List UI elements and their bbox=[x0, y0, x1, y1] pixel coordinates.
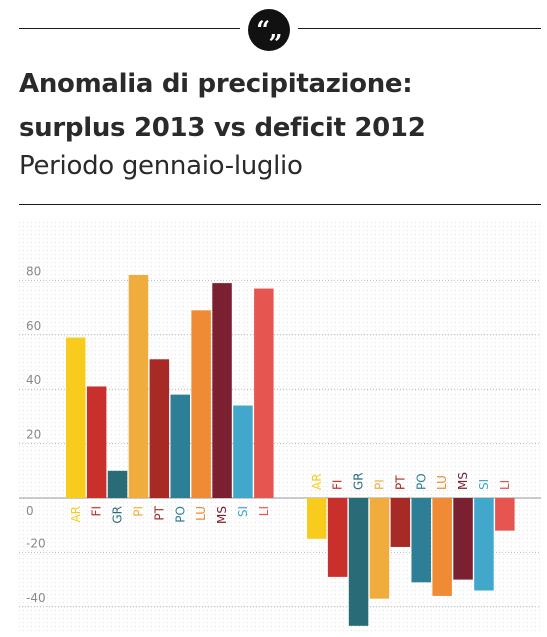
chart-subtitle: Periodo gennaio-luglio bbox=[19, 151, 303, 181]
category-label-po: PO bbox=[414, 473, 428, 490]
category-label-pi: PI bbox=[131, 506, 145, 517]
bar-si-positive bbox=[233, 405, 253, 498]
bar-pt-negative bbox=[390, 498, 411, 547]
category-label-lu: LU bbox=[435, 475, 449, 490]
category-label-ms: MS bbox=[456, 472, 470, 490]
category-label-fi: FI bbox=[331, 480, 345, 490]
category-label-si: SI bbox=[236, 506, 250, 517]
bar-po-positive bbox=[170, 394, 190, 498]
bar-lu-negative bbox=[432, 498, 452, 596]
category-label-pt: PT bbox=[152, 505, 166, 520]
bar-ms-positive bbox=[212, 283, 232, 498]
bar-chart: AR FI GR PI PT PO LU MS SI LI AR FI GR PI PT PO LU MS SI LI… bbox=[19, 222, 541, 632]
bar-ar-negative bbox=[307, 498, 327, 539]
y-tick-label: 60 bbox=[26, 319, 41, 333]
category-label-ar: AR bbox=[310, 473, 324, 490]
y-tick-label: -40 bbox=[26, 591, 46, 605]
y-tick-label: -20 bbox=[26, 536, 46, 550]
category-label-ms: MS bbox=[215, 506, 229, 524]
category-label-pi: PI bbox=[372, 479, 386, 490]
category-label-li: LI bbox=[498, 480, 512, 490]
bar-gr-positive bbox=[107, 470, 128, 498]
bar-pt-positive bbox=[149, 359, 170, 498]
category-label-po: PO bbox=[173, 506, 187, 523]
bar-li-negative bbox=[495, 498, 515, 531]
title-rule bbox=[19, 204, 541, 205]
chart-title-line-1: Anomalia di precipitazione: bbox=[19, 69, 413, 99]
category-label-fi: FI bbox=[90, 506, 104, 516]
bar-pi-positive bbox=[128, 274, 149, 498]
category-labels: AR FI GR PI PT PO LU MS SI LI AR FI GR PI PT PO LU MS SI LI bbox=[69, 472, 512, 524]
bar-ar-positive bbox=[66, 337, 86, 498]
chart-title: Anomalia di precipitazione: surplus 2013… bbox=[19, 62, 426, 150]
bar-fi-positive bbox=[86, 386, 107, 498]
bar-si-negative bbox=[474, 498, 494, 591]
category-label-ar: AR bbox=[69, 506, 83, 523]
chart-title-line-2: surplus 2013 vs deficit 2012 bbox=[19, 113, 426, 143]
bar-gr-negative bbox=[348, 498, 369, 626]
category-label-pt: PT bbox=[393, 475, 407, 490]
bar-pi-negative bbox=[369, 498, 390, 599]
bar-ms-negative bbox=[453, 498, 473, 580]
quote-icon: “„ bbox=[248, 9, 290, 51]
y-tick-label: 20 bbox=[26, 428, 41, 442]
bar-po-negative bbox=[411, 498, 431, 583]
bar-lu-positive bbox=[191, 310, 211, 498]
category-label-li: LI bbox=[257, 506, 271, 516]
y-tick-label: 40 bbox=[26, 373, 41, 387]
top-rule-right bbox=[298, 28, 541, 29]
category-label-lu: LU bbox=[194, 506, 208, 521]
category-label-gr: GR bbox=[352, 472, 366, 490]
bar-li-positive bbox=[254, 288, 274, 498]
y-tick-label: 80 bbox=[26, 264, 41, 278]
category-label-si: SI bbox=[477, 479, 491, 490]
top-rule-left bbox=[19, 28, 240, 29]
category-label-gr: GR bbox=[111, 506, 125, 524]
bar-fi-negative bbox=[327, 498, 348, 577]
y-tick-label: 0 bbox=[26, 504, 34, 518]
bars bbox=[66, 274, 515, 626]
y-axis-ticks: -40 -20 0 20 40 60 80 bbox=[26, 264, 46, 604]
chart-area: AR FI GR PI PT PO LU MS SI LI AR FI GR PI PT PO LU MS SI LI… bbox=[19, 222, 541, 632]
